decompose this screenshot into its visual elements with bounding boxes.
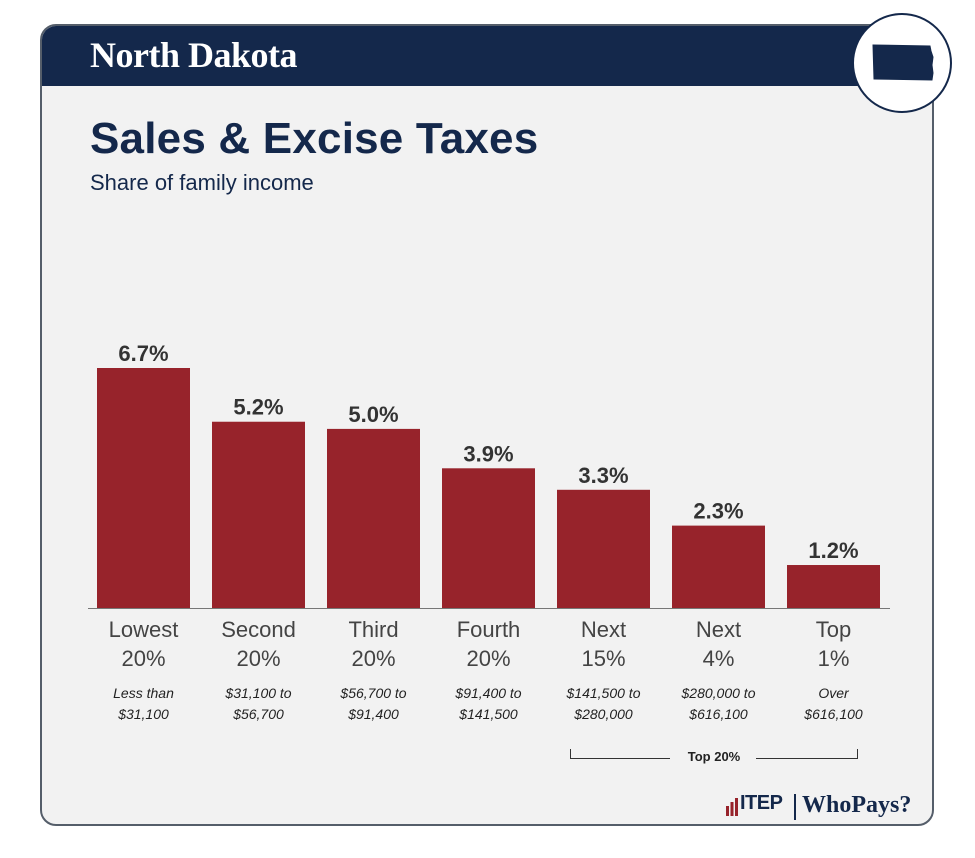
bar-value-label: 5.0% <box>348 402 398 427</box>
income-range-label: Over $616,100 <box>804 685 863 722</box>
state-shape-icon <box>872 44 934 81</box>
income-range-label: Less than $31,100 <box>113 685 174 722</box>
bar-value-label: 2.3% <box>693 499 743 524</box>
top-20-bracket <box>570 748 858 760</box>
itep-logo: ITEP <box>740 792 783 814</box>
logo-divider <box>794 794 796 820</box>
income-range-label: $91,400 to $141,500 <box>455 685 522 722</box>
north-dakota-state-shape-icon <box>852 13 952 113</box>
category-label: Next 15% <box>580 617 627 671</box>
income-range-label: $280,000 to $616,100 <box>681 685 756 722</box>
bar-value-label: 5.2% <box>233 395 283 420</box>
bar <box>212 421 305 608</box>
category-label: Top 1% <box>815 617 852 671</box>
bar <box>787 565 880 608</box>
chart-subtitle: Share of family income <box>90 170 314 195</box>
bar-value-label: 3.9% <box>463 441 513 466</box>
top-20-bracket-label: Top 20% <box>687 749 741 764</box>
category-label: Fourth 20% <box>456 617 521 671</box>
whopays-logo: WhoPays? <box>802 792 912 818</box>
card-header: North Dakota <box>42 26 932 86</box>
bar <box>672 525 765 608</box>
income-range-label: $56,700 to $91,400 <box>340 685 407 722</box>
income-range-label: $31,100 to $56,700 <box>225 685 292 722</box>
bar <box>97 368 190 608</box>
income-range-label: $141,500 to $280,000 <box>566 685 641 722</box>
bar-value-label: 3.3% <box>578 463 628 488</box>
bar-value-label: 6.7% <box>118 341 168 366</box>
category-label: Next 4% <box>695 617 742 671</box>
itep-bars-icon <box>726 798 738 816</box>
bar <box>442 468 535 608</box>
bar-value-label: 1.2% <box>808 538 858 563</box>
category-label: Lowest 20% <box>108 617 179 671</box>
bar <box>557 489 650 608</box>
state-name: North Dakota <box>90 35 298 75</box>
chart-title: Sales & Excise Taxes <box>90 114 539 163</box>
category-label: Second 20% <box>221 617 296 671</box>
bar <box>327 428 420 608</box>
category-label: Third 20% <box>348 617 399 671</box>
